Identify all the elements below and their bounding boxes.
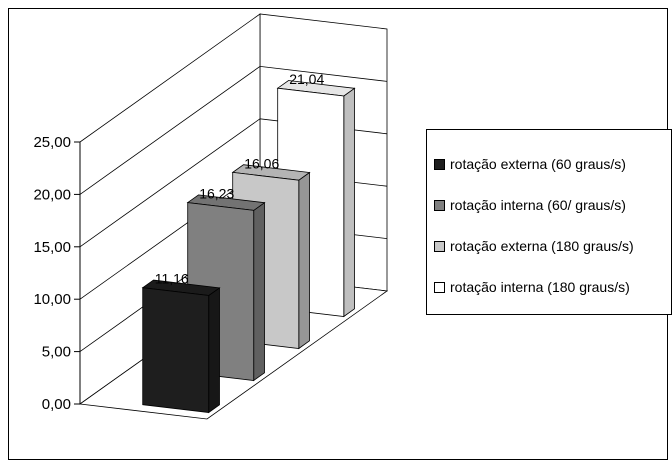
y-tick-label: 0,00 (42, 396, 71, 413)
bar-front-face (142, 287, 210, 413)
legend-swatch-3 (434, 240, 445, 252)
legend-swatch-1 (434, 158, 445, 170)
bar-1 (141, 279, 221, 414)
y-tick-label: 20,00 (33, 186, 71, 203)
bar-layer (141, 80, 356, 414)
legend-swatch-4 (434, 281, 445, 293)
y-tick-label: 5,00 (42, 344, 71, 361)
legend-item-4: rotação interna (180 graus/s) (434, 277, 630, 297)
legend-label-4: rotação interna (180 graus/s) (450, 279, 630, 295)
bar-side-face (343, 87, 355, 318)
data-label-1: 11,16 (155, 271, 189, 287)
legend-swatch-2 (434, 199, 445, 211)
legend-label-2: rotação interna (60/ graus/s) (450, 197, 626, 213)
legend-item-3: rotação externa (180 graus/s) (434, 236, 634, 256)
data-label-4: 21,04 (289, 71, 324, 87)
y-tick-label: 10,00 (33, 291, 71, 308)
legend-label-3: rotação externa (180 graus/s) (450, 238, 634, 254)
axis-layer: 0,00 5,00 10,00 15,00 20,00 25,00 (33, 134, 81, 413)
bar-side-face (208, 287, 220, 414)
data-label-3: 16,06 (244, 155, 279, 171)
data-label-2: 16,23 (199, 185, 234, 201)
bar-side-face (253, 201, 265, 382)
label-layer: 21,04 16,06 16,23 11,16 (155, 71, 325, 287)
legend-item-2: rotação interna (60/ graus/s) (434, 195, 626, 215)
legend: rotação externa (60 graus/s) rotação int… (426, 129, 672, 315)
y-tick-label: 15,00 (33, 239, 71, 256)
gridline (79, 65, 388, 195)
legend-item-1: rotação externa (60 graus/s) (434, 154, 626, 174)
y-tick-label: 25,00 (33, 134, 71, 151)
legend-label-1: rotação externa (60 graus/s) (450, 156, 626, 172)
bar-side-face (298, 171, 310, 350)
